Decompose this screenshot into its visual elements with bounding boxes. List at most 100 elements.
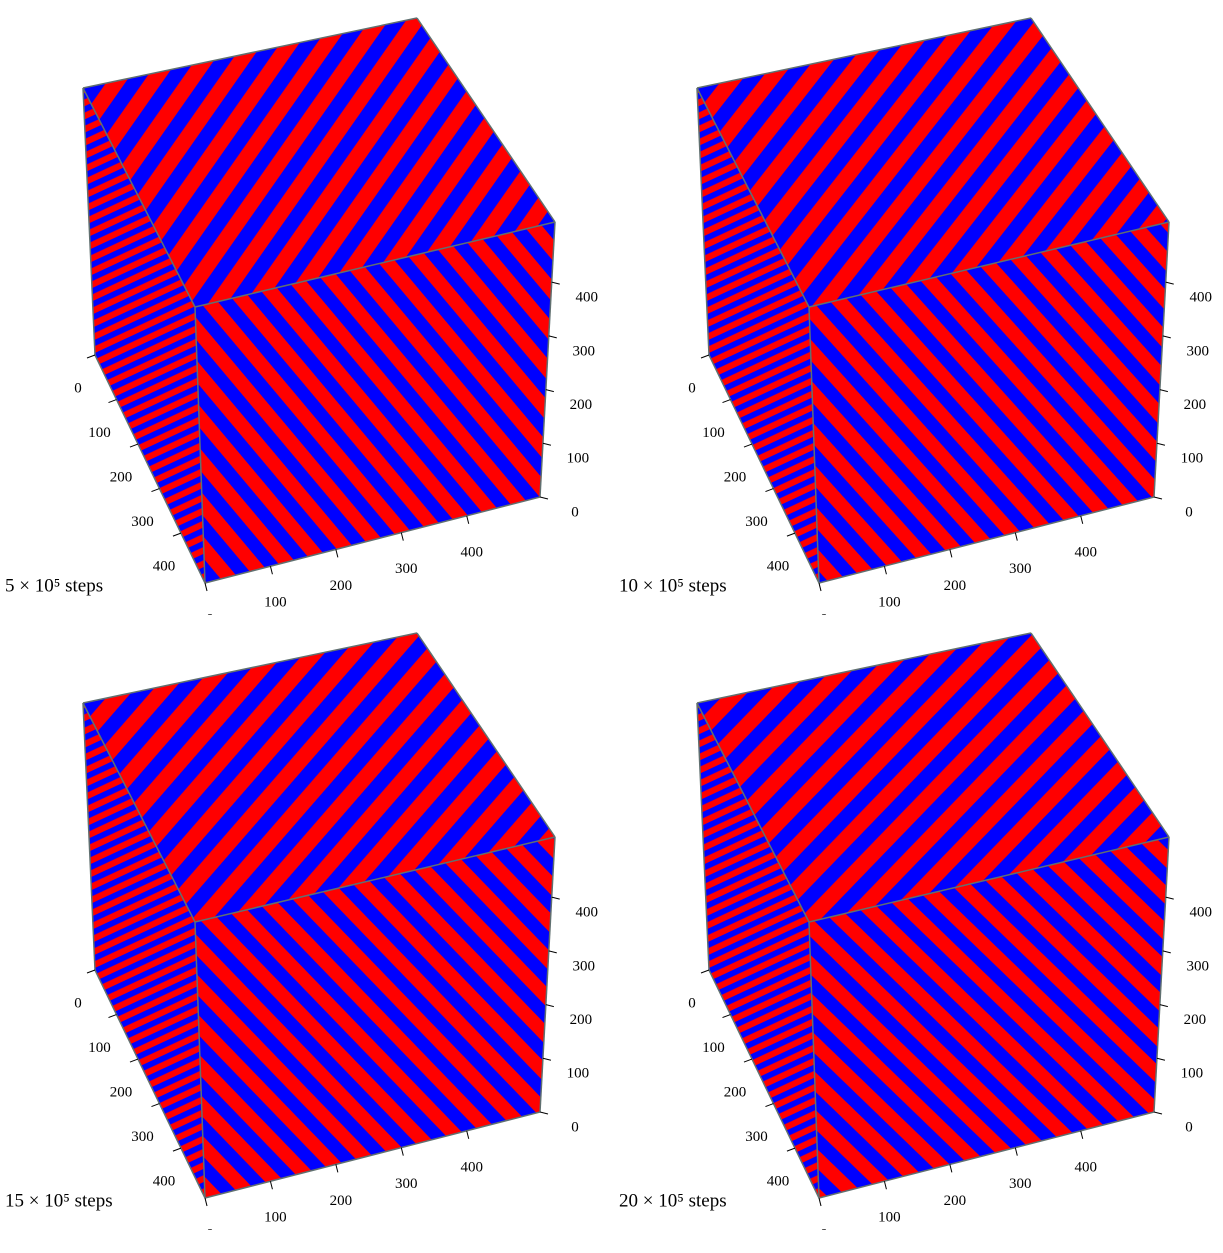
cube-edge	[82, 17, 418, 89]
tick-label: 0	[820, 1226, 828, 1230]
tick-label: 300	[745, 1129, 768, 1145]
cube-edge	[82, 702, 96, 971]
cube-edge	[1153, 221, 1170, 498]
cube-edge	[204, 1111, 541, 1199]
top-face	[83, 18, 555, 307]
tick-label: 100	[88, 425, 111, 441]
tick-label: 0	[571, 1119, 579, 1135]
tick-mark	[1162, 950, 1171, 954]
cube-edge	[1030, 632, 1170, 838]
tick-label: 300	[1009, 1176, 1032, 1192]
cube-edge	[696, 87, 710, 356]
tick-label: 400	[575, 290, 598, 306]
tick-mark	[86, 354, 96, 359]
cube-edge	[818, 1111, 1155, 1199]
tick-label: 0	[74, 380, 82, 396]
tick-label: 400	[767, 1174, 790, 1190]
tick-label: 400	[460, 544, 483, 560]
cube-edge	[708, 969, 820, 1199]
cube-edge	[1153, 836, 1170, 1113]
tick-mark	[1080, 1130, 1084, 1139]
tick-label: 200	[570, 1012, 593, 1028]
cube-edge	[416, 17, 556, 223]
tick-label: 300	[573, 343, 596, 359]
tick-mark	[551, 896, 560, 900]
tick-mark	[1153, 496, 1163, 500]
tick-mark	[335, 549, 339, 558]
cube-edge	[194, 306, 206, 584]
tick-label: 100	[878, 1210, 901, 1226]
cube-edge	[808, 221, 1170, 308]
tick-label: 300	[573, 958, 596, 974]
tick-mark	[551, 281, 560, 285]
tick-mark	[335, 1164, 339, 1173]
tick-mark	[400, 1147, 404, 1156]
tick-mark	[86, 969, 96, 974]
panel-title: 10 × 10⁵ steps	[619, 575, 727, 596]
tick-mark	[151, 488, 160, 493]
tick-mark	[1153, 1111, 1163, 1115]
panel-title: 5 × 10⁵ steps	[5, 575, 103, 596]
tick-label: 400	[460, 1159, 483, 1175]
cube-edge	[539, 836, 556, 1113]
tick-label: 100	[88, 1040, 111, 1056]
cube-edge	[708, 354, 820, 584]
tick-label: 0	[206, 1226, 214, 1230]
tick-label: 200	[110, 1085, 133, 1101]
panel-title: 20 × 10⁵ steps	[619, 1190, 727, 1211]
tick-mark	[1165, 281, 1174, 285]
tick-label: 0	[820, 611, 828, 615]
tick-mark	[108, 1014, 117, 1018]
tick-label: 100	[702, 1040, 725, 1056]
cube-panel: 0 100 200 300 400 0 100 200 300 400 0 100 200 300 400 1…	[619, 17, 1212, 615]
tick-label: 300	[131, 1129, 154, 1145]
tick-mark	[548, 950, 557, 954]
tick-label: 200	[1184, 1012, 1207, 1028]
tick-mark	[269, 566, 273, 575]
panel-title: 15 × 10⁵ steps	[5, 1190, 113, 1211]
tick-mark	[743, 1058, 753, 1063]
cube-edge	[539, 221, 556, 498]
cube-edge	[82, 702, 196, 923]
cube-edge	[808, 306, 820, 584]
cube-edge	[808, 921, 820, 1199]
cube-edge	[82, 87, 196, 308]
tick-label: 200	[724, 470, 747, 486]
tick-mark	[818, 1197, 822, 1207]
tick-label: 200	[330, 578, 353, 594]
cube-panel: 0 100 200 300 400 0 100 200 300 400 0 100 200 300 400 1…	[5, 632, 598, 1230]
tick-mark	[539, 1111, 549, 1115]
tick-label: 200	[570, 397, 593, 413]
tick-mark	[700, 354, 710, 359]
tick-mark	[786, 532, 796, 537]
tick-label: 200	[724, 1085, 747, 1101]
tick-mark	[786, 1147, 796, 1152]
cube-edge	[94, 969, 206, 1199]
tick-mark	[1014, 532, 1018, 541]
tick-label: 100	[567, 451, 590, 467]
tick-label: 0	[74, 995, 82, 1011]
tick-label: 100	[264, 595, 287, 611]
tick-mark	[818, 582, 822, 592]
tick-mark	[108, 399, 117, 403]
tick-mark	[269, 1181, 273, 1190]
tick-label: 200	[110, 470, 133, 486]
cube-edge	[696, 17, 1032, 89]
tick-label: 400	[767, 559, 790, 575]
tick-mark	[466, 1130, 470, 1139]
tick-mark	[204, 1197, 208, 1207]
tick-label: 300	[745, 514, 768, 530]
cube-panel: 0 100 200 300 400 0 100 200 300 400 0 100 200 300 400 2…	[619, 632, 1212, 1230]
top-face	[697, 633, 1169, 922]
tick-mark	[743, 443, 753, 448]
tick-label: 300	[131, 514, 154, 530]
tick-mark	[883, 1181, 887, 1190]
tick-label: 0	[1185, 504, 1193, 520]
tick-mark	[700, 969, 710, 974]
tick-mark	[400, 532, 404, 541]
tick-mark	[129, 1058, 139, 1063]
tick-mark	[466, 515, 470, 524]
tick-label: 400	[1074, 1159, 1097, 1175]
tick-label: 400	[153, 1174, 176, 1190]
